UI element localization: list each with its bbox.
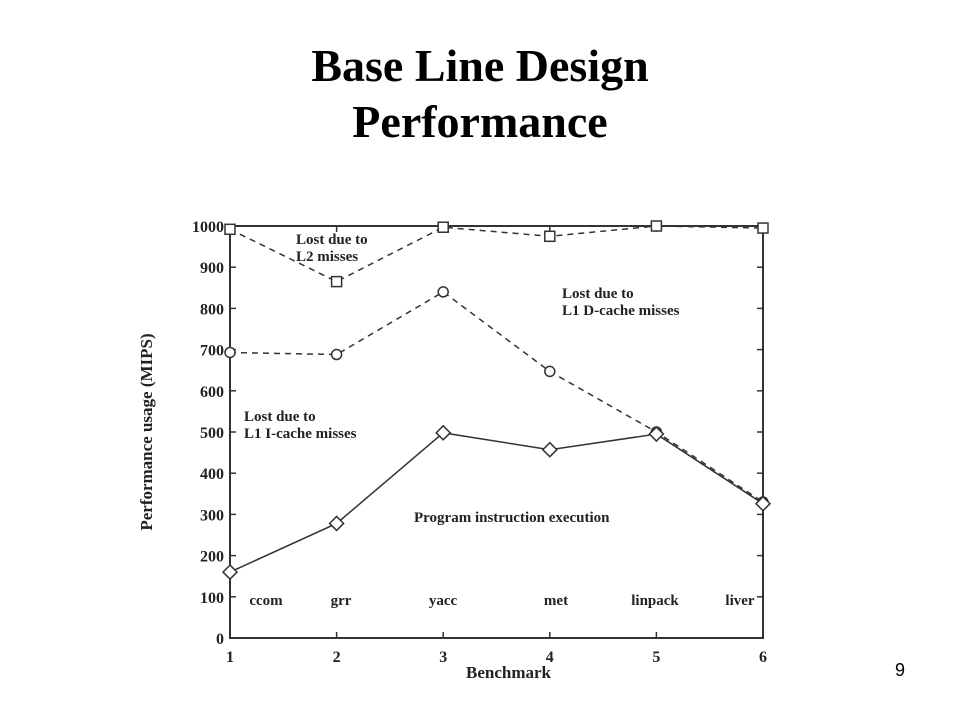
region-annotation: Lost due to [296, 232, 368, 248]
y-tick-label: 200 [200, 549, 224, 566]
y-tick-label: 600 [200, 384, 224, 401]
x-axis-title: Benchmark [466, 663, 552, 682]
region-annotation: L1 I-cache misses [244, 426, 357, 442]
diamond-point [328, 515, 345, 532]
x-tick-label: 4 [546, 649, 554, 666]
y-tick-label: 1000 [192, 219, 224, 236]
benchmark-label: liver [725, 593, 754, 609]
benchmark-label: grr [331, 593, 352, 609]
y-tick-label: 700 [200, 343, 224, 360]
y-tick-label: 900 [200, 260, 224, 277]
x-tick-label: 1 [226, 649, 234, 666]
square-point [544, 230, 556, 243]
y-axis-title: Performance usage (MIPS) [137, 333, 156, 530]
benchmark-label: met [544, 593, 568, 609]
diamond-point [648, 425, 665, 443]
series-line-diamond [229, 432, 764, 573]
diamond-point [541, 441, 558, 458]
series-line-circle [229, 291, 764, 503]
x-tick-label: 2 [333, 649, 341, 666]
region-annotation: Program instruction execution [414, 510, 610, 526]
x-tick-label: 3 [439, 649, 447, 666]
diamond-point [221, 564, 239, 581]
region-annotation: L1 D-cache misses [562, 303, 680, 319]
square-point [650, 220, 663, 232]
slide-title-line-1: Base Line Design [311, 40, 649, 91]
region-annotation: L2 misses [296, 249, 358, 265]
benchmark-label: ccom [249, 593, 283, 609]
square-point [757, 222, 769, 234]
region-annotation: Lost due to [562, 286, 634, 302]
diamond-point [435, 424, 452, 441]
y-tick-label: 400 [200, 466, 224, 483]
series-line-square [229, 225, 764, 283]
benchmark-label: linpack [631, 593, 679, 609]
y-tick-label: 0 [216, 631, 224, 648]
x-tick-label: 5 [652, 649, 660, 666]
square-point [437, 221, 449, 233]
slide-title-line-2: Performance [352, 96, 608, 147]
x-tick-label: 6 [759, 649, 767, 666]
benchmark-label: yacc [429, 593, 458, 609]
diamond-point [754, 495, 772, 512]
circle-point [544, 365, 556, 378]
region-annotation: Lost due to [244, 409, 316, 425]
y-tick-label: 500 [200, 425, 224, 442]
circle-point [224, 346, 236, 359]
page-number: 9 [894, 660, 905, 680]
y-tick-label: 800 [200, 301, 224, 318]
square-point [224, 223, 236, 236]
square-point [330, 275, 343, 288]
slide-title: Base Line Design Performance [0, 38, 960, 150]
circle-point [437, 286, 449, 298]
y-tick-label: 100 [200, 590, 224, 607]
circle-point [330, 348, 343, 361]
y-tick-label: 300 [200, 507, 224, 524]
